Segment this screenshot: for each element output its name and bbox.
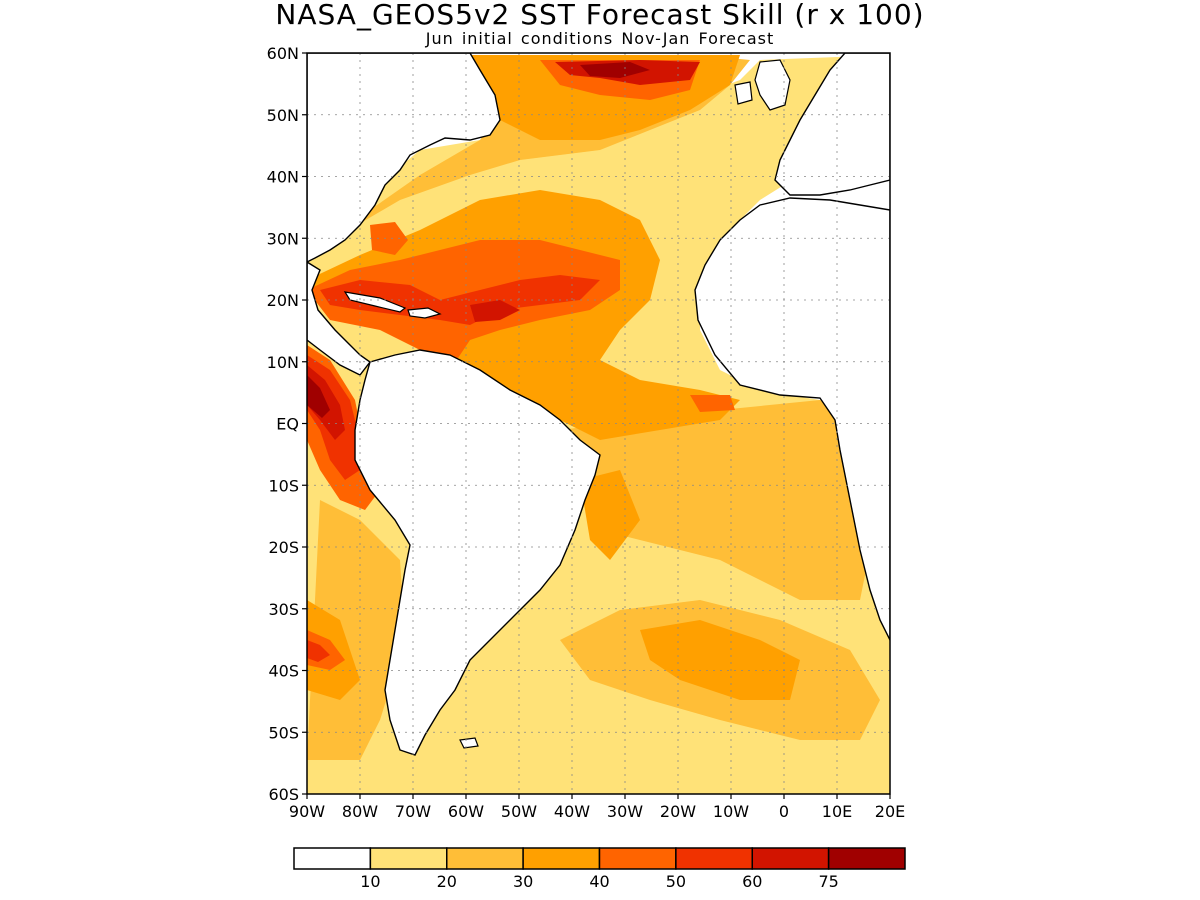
land-south-america bbox=[354, 349, 601, 756]
lat-tick-label: 10N bbox=[267, 353, 299, 372]
colorbar-swatch bbox=[369, 847, 448, 870]
land-falklands bbox=[459, 737, 479, 749]
land-british-isles bbox=[754, 59, 791, 111]
land-ireland bbox=[734, 81, 753, 105]
colorbar-swatch bbox=[522, 847, 601, 870]
land-africa bbox=[694, 197, 890, 641]
colorbar-level-label: 20 bbox=[437, 872, 457, 891]
skill-level-30-region bbox=[307, 55, 800, 700]
lat-tick-label: 40S bbox=[268, 662, 299, 681]
chart-title: NASA_GEOS5v2 SST Forecast Skill (r x 100… bbox=[275, 0, 925, 31]
lon-tick-label: 30W bbox=[607, 802, 643, 821]
colorbar-swatch bbox=[827, 847, 906, 870]
land-hispaniola bbox=[407, 307, 442, 319]
lat-tick-label: 50S bbox=[268, 723, 299, 742]
lon-tick-label: 10W bbox=[713, 802, 749, 821]
land-areas bbox=[307, 53, 890, 756]
lon-tick-label: 80W bbox=[342, 802, 378, 821]
lat-tick-label: 20N bbox=[267, 291, 299, 310]
colorbar-swatch bbox=[293, 847, 372, 870]
colorbar-level-label: 50 bbox=[666, 872, 686, 891]
colorbar-level-label: 60 bbox=[742, 872, 762, 891]
colorbar-level-label: 10 bbox=[360, 872, 380, 891]
lon-tick-label: 60W bbox=[448, 802, 484, 821]
lat-tick-label: 20S bbox=[268, 538, 299, 557]
lon-tick-label: 40W bbox=[554, 802, 590, 821]
lon-tick-label: 90W bbox=[289, 802, 325, 821]
skill-level-20-region bbox=[307, 55, 880, 760]
lon-tick-label: 20W bbox=[660, 802, 696, 821]
lat-tick-label: 60N bbox=[267, 44, 299, 63]
map-plot-area bbox=[306, 52, 891, 795]
colorbar-swatch bbox=[446, 847, 524, 870]
lon-tick-label: 10E bbox=[822, 802, 852, 821]
lat-tick-label: 30N bbox=[267, 229, 299, 248]
colorbar-swatch bbox=[598, 847, 677, 870]
colorbar-level-label: 30 bbox=[513, 872, 533, 891]
chart-subtitle: Jun initial conditions Nov-Jan Forecast bbox=[425, 29, 775, 48]
latitude-axis: 60N 50N 40N 30N 20N 10N EQ 10S 20S 30S 40S 50S 60S bbox=[267, 44, 307, 804]
lat-tick-label: 60S bbox=[268, 785, 299, 804]
lon-tick-label: 70W bbox=[395, 802, 431, 821]
land-north-america bbox=[307, 53, 501, 263]
colorbar-swatch bbox=[751, 847, 830, 870]
lon-tick-label: 20E bbox=[875, 802, 905, 821]
lat-tick-label: 10S bbox=[268, 476, 299, 495]
gridlines bbox=[307, 53, 890, 794]
colorbar-level-label: 75 bbox=[818, 872, 838, 891]
lat-tick-label: 50N bbox=[267, 106, 299, 125]
lon-tick-label: 50W bbox=[501, 802, 537, 821]
colorbar-level-label: 40 bbox=[589, 872, 609, 891]
colorbar-swatch bbox=[675, 847, 753, 870]
lat-tick-label: EQ bbox=[276, 415, 299, 434]
colorbar: 10 20 30 40 50 60 75 bbox=[293, 847, 906, 891]
lat-tick-label: 40N bbox=[267, 168, 299, 187]
longitude-axis: 90W 80W 70W 60W 50W 40W 30W 20W 10W 0 10E 20E bbox=[289, 794, 905, 821]
lon-tick-label: 0 bbox=[779, 802, 789, 821]
land-europe bbox=[774, 53, 890, 196]
lat-tick-label: 30S bbox=[268, 600, 299, 619]
